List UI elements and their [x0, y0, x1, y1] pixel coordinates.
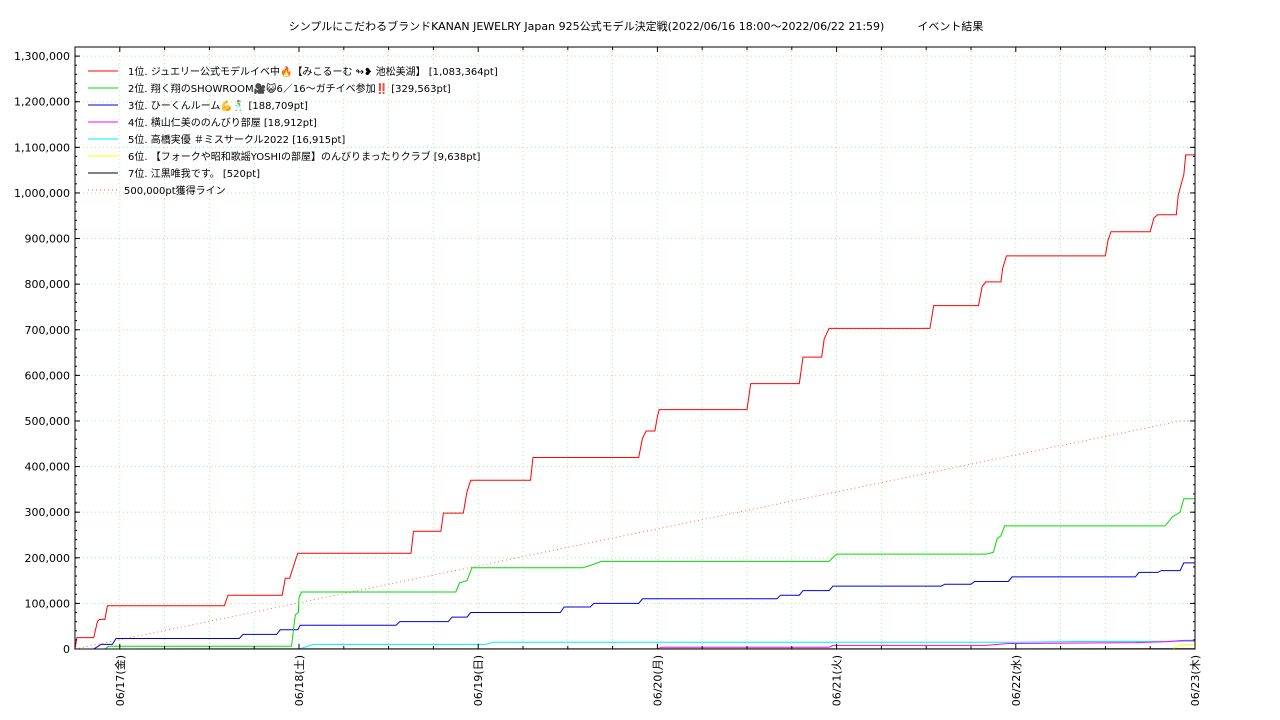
x-tick-label: 06/19(日) — [472, 655, 485, 706]
series-line-2 — [75, 498, 1195, 650]
x-tick-label: 06/18(土) — [293, 655, 306, 706]
series-lines — [74, 154, 1196, 650]
legend-label-1: 1位. ジュエリー公式モデルイベ中🔥【みこるーむ ↬❥ 池松美湖】 [1,083… — [128, 65, 498, 78]
legend-label-4: 4位. 横山仁美ののんびり部屋 [18,912pt] — [128, 116, 317, 129]
legend-label-2: 2位. 翔く翔のSHOWROOM🎥😺6／16〜ガチイベ参加‼️ [329,563… — [128, 82, 451, 95]
legend-label-5: 5位. 高橋実優 ＃ミスサークル2022 [16,915pt] — [128, 133, 345, 146]
x-tick-label: 06/23(木) — [1189, 655, 1202, 706]
y-tick-label: 700,000 — [25, 324, 71, 337]
series-line-1 — [74, 154, 1195, 650]
legend-label-3: 3位. ひーくんルーム💪🕺 [188,709pt] — [128, 99, 308, 112]
x-tick-label: 06/20(月) — [651, 655, 664, 706]
y-tick-label: 900,000 — [25, 233, 71, 246]
legend: 1位. ジュエリー公式モデルイベ中🔥【みこるーむ ↬❥ 池松美湖】 [1,083… — [88, 65, 498, 197]
legend-label-8: 500,000pt獲得ライン — [124, 184, 226, 197]
y-tick-label: 200,000 — [25, 552, 71, 565]
series-line-8 — [74, 420, 1195, 650]
legend-label-6: 6位. 【フォークや昭和歌謡YOSHIの部屋】のんびりまったりクラブ [9,63… — [128, 150, 481, 163]
y-tick-label: 500,000 — [25, 415, 71, 428]
y-tick-label: 1,000,000 — [14, 187, 70, 200]
y-tick-label: 0 — [63, 643, 70, 656]
y-tick-label: 800,000 — [25, 278, 71, 291]
y-tick-label: 600,000 — [25, 369, 71, 382]
y-tick-label: 1,200,000 — [14, 96, 70, 109]
y-tick-label: 300,000 — [25, 506, 71, 519]
axes: 0 100,000 200,000 300,000 400,000 500,000 600,… — [14, 46, 1202, 706]
x-tick-label: 06/22(水) — [1010, 655, 1023, 706]
x-tick-label: 06/21(火) — [831, 655, 844, 706]
series-line-4 — [75, 639, 1195, 650]
grid — [74, 47, 1196, 650]
chart-title: シンプルにこだわるブランドKANAN JEWELRY Japan 925公式モデ… — [288, 20, 984, 33]
y-tick-label: 400,000 — [25, 461, 71, 474]
x-tick-label: 06/17(金) — [113, 655, 127, 706]
y-tick-label: 1,100,000 — [14, 141, 70, 154]
y-tick-label: 1,300,000 — [14, 50, 70, 63]
y-tick-label: 100,000 — [25, 597, 71, 610]
series-line-3 — [75, 562, 1195, 650]
legend-label-7: 7位. 江黒唯我です。 [520pt] — [128, 167, 260, 180]
series-line-5 — [75, 640, 1196, 650]
